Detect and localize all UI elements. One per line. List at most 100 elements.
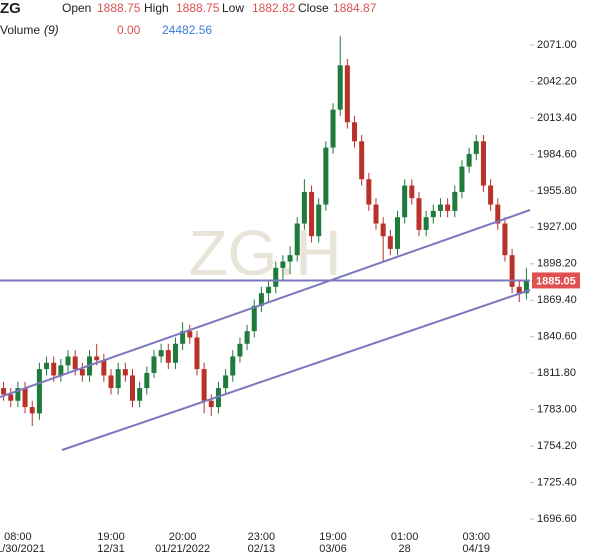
x-tick-label: 19:00: [97, 531, 125, 543]
candle-body: [15, 388, 21, 401]
x-tick-label: 04/19: [463, 543, 491, 555]
x-tick-label: 20:00: [169, 531, 197, 543]
value: 1882.82: [252, 1, 296, 15]
y-tick-label: 1754.20: [537, 440, 577, 452]
x-tick-label: 08:00: [4, 531, 32, 543]
candle-body: [437, 204, 443, 211]
candle-body: [359, 141, 365, 180]
candle-body: [36, 369, 42, 414]
candle-body: [72, 356, 78, 370]
candle-body: [523, 280, 529, 294]
candle-body: [258, 293, 264, 306]
trend-line: [61, 289, 531, 451]
candle-body: [165, 350, 171, 363]
value: 24482.56: [162, 23, 212, 37]
candle-body: [430, 210, 436, 218]
candle-body: [94, 356, 100, 361]
value: 0.00: [117, 23, 141, 37]
candle-body: [473, 141, 479, 154]
candle-body: [22, 388, 28, 408]
candle-body: [58, 365, 64, 376]
candle-body: [230, 356, 236, 376]
candle-body: [301, 191, 307, 224]
candle-body: [122, 369, 128, 376]
candle-body: [280, 261, 286, 268]
candle-body: [495, 204, 501, 224]
y-tick-label: 1898.20: [537, 258, 577, 270]
x-tick-label: 19:00: [319, 531, 347, 543]
candle-body: [509, 255, 515, 287]
trend-line: [0, 209, 531, 398]
candle-body: [151, 356, 157, 373]
candle-body: [488, 185, 494, 205]
candle-body: [387, 236, 393, 249]
candle-body: [330, 109, 336, 148]
candle-body: [416, 198, 422, 230]
candle-body: [1, 388, 7, 395]
candle-body: [516, 286, 522, 294]
label: Close: [298, 1, 329, 15]
candle-body: [108, 375, 114, 389]
candle-body: [115, 369, 121, 389]
candle-body: [194, 337, 200, 370]
x-tick-label: 03:00: [463, 531, 491, 543]
x-tick-label: 12/31: [97, 543, 125, 555]
plot-area: [1, 36, 529, 427]
candle-body: [459, 166, 465, 192]
candle-body: [158, 350, 164, 357]
candle-body: [409, 185, 415, 199]
candle-body: [44, 362, 50, 370]
candle-body: [466, 153, 472, 167]
x-tick-label: 28: [399, 543, 411, 555]
candle-body: [323, 147, 329, 205]
label: Volume: [0, 23, 40, 37]
label: High: [144, 1, 169, 15]
candle-body: [344, 65, 350, 123]
y-tick-label: 1696.60: [537, 513, 577, 525]
candle-body: [172, 343, 178, 363]
candle-body: [223, 375, 229, 389]
candle-body: [366, 179, 372, 205]
candle-body: [201, 369, 207, 401]
candle-body: [29, 407, 35, 414]
candle-body: [423, 217, 429, 230]
y-tick-label: 1725.40: [537, 476, 577, 488]
value: 1888.75: [97, 1, 141, 15]
candle-body: [394, 217, 401, 249]
candle-body: [244, 331, 250, 344]
candle-body: [402, 185, 408, 218]
y-tick-label: 2042.20: [537, 75, 577, 87]
candle-body: [101, 360, 107, 376]
candle-body: [452, 191, 458, 211]
candle-body: [352, 122, 358, 142]
candle-body: [187, 331, 193, 338]
candle-body: [480, 141, 486, 186]
symbol: ZG: [0, 0, 21, 17]
x-tick-label: 02/13: [248, 543, 276, 555]
label: Low: [222, 1, 244, 15]
candle-body: [380, 223, 386, 237]
y-tick-label: 1840.60: [537, 331, 577, 343]
y-tick-label: 1783.00: [537, 404, 577, 416]
x-tick-label: 01/21/2022: [155, 543, 210, 555]
candle-body: [65, 356, 71, 366]
label: Open: [62, 1, 91, 15]
candle-body: [237, 343, 243, 357]
candle-body: [445, 204, 451, 211]
y-tick-label: 2071.00: [537, 39, 577, 51]
x-tick-label: 23:00: [248, 531, 276, 543]
y-tick-label: 2013.40: [537, 112, 577, 124]
candle-body: [144, 372, 150, 389]
candle-body: [129, 375, 136, 401]
x-tick-label: 03/06: [319, 543, 347, 555]
y-tick-label: 1955.80: [537, 185, 577, 197]
candle-body: [502, 223, 508, 256]
y-tick-label: 1811.80: [537, 367, 576, 379]
candle-body: [79, 369, 85, 376]
candle-body: [215, 388, 221, 408]
candle-body: [287, 255, 293, 262]
candle-body: [373, 204, 379, 224]
value: 1888.75: [176, 1, 220, 15]
watermark: ZG.H: [189, 217, 342, 289]
